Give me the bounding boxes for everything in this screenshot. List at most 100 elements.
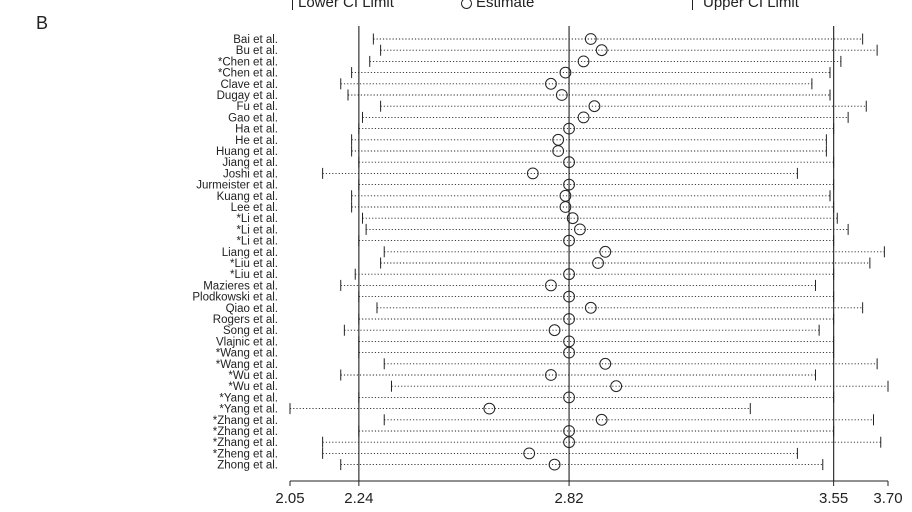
legend-estimate-circle-icon [461, 0, 472, 9]
study-row: Zhong et al. [217, 458, 824, 472]
study-row: Kuang et al. [217, 189, 831, 203]
legend-upper-label: Upper CI Limit [703, 0, 799, 11]
study-label: Bai et al. [233, 34, 278, 46]
x-tick-label: 3.70 [873, 490, 902, 507]
study-label: Jiang et al. [222, 157, 278, 169]
reference-lines [358, 26, 835, 481]
estimate-marker [563, 178, 575, 191]
study-label: *Zhang et al. [213, 426, 278, 438]
study-label: *Yang et al. [219, 392, 278, 404]
legend-upper-bar-icon [692, 0, 693, 10]
estimate-marker [555, 89, 568, 101]
study-row: Lee et al. [231, 201, 835, 214]
estimate-marker [563, 156, 575, 169]
estimate-marker [563, 391, 575, 404]
study-label: Kuang et al. [217, 191, 278, 203]
study-row: Bai et al. [233, 33, 864, 46]
study-row: *Wang et al. [216, 357, 878, 371]
legend-lower-bar-icon [292, 0, 293, 10]
study-label: *Chen et al. [218, 56, 278, 68]
study-label: Jurmeister et al. [196, 180, 278, 192]
estimate-marker [574, 223, 586, 236]
study-label: He et al. [235, 135, 278, 147]
study-label: *Liu et al. [230, 258, 278, 270]
estimate-marker [545, 279, 557, 292]
estimate-marker [552, 145, 565, 157]
estimate-marker [599, 245, 612, 258]
estimate-marker [595, 413, 608, 426]
estimate-marker [595, 44, 608, 57]
study-row: Bu et al. [236, 44, 878, 57]
study-row: *Li et al. [236, 212, 838, 225]
study-label: Plodkowski et al. [192, 292, 278, 304]
study-row: Mazieres et al. [203, 279, 817, 292]
estimate-marker [559, 201, 572, 213]
study-row: *Liu et al. [230, 257, 871, 270]
study-row: *Zhang et al. [213, 436, 882, 449]
legend-estimate-label: Estimate [476, 0, 535, 11]
study-label: *Li et al. [236, 213, 278, 225]
estimate-marker [483, 402, 496, 415]
estimate-marker [526, 167, 539, 180]
study-row: Joshi et al. [223, 167, 798, 180]
study-label: Gao et al. [228, 112, 278, 124]
study-label: Lee et al. [231, 202, 278, 214]
study-rows: Bai et al.Bu et al.*Chen et al.*Chen et … [192, 33, 889, 472]
study-label: Dugay et al. [217, 90, 278, 102]
study-row: *Zheng et al. [213, 447, 798, 460]
study-row: Vlajnic et al. [216, 335, 835, 348]
study-label: Mazieres et al. [203, 280, 278, 292]
study-row: *Chen et al. [218, 55, 842, 68]
estimate-marker [566, 212, 579, 225]
estimate-marker [563, 268, 575, 281]
estimate-marker [523, 447, 536, 460]
study-row: Clave et al. [220, 77, 813, 91]
study-label: Fu et al. [236, 101, 278, 113]
study-label: Clave et al. [220, 79, 278, 91]
study-row: *Wang et al. [216, 346, 835, 360]
estimate-marker [545, 77, 557, 90]
estimate-marker [592, 257, 604, 269]
study-row: *Yang et al. [219, 391, 835, 404]
study-label: *Wang et al. [216, 348, 278, 360]
study-label: Ha et al. [235, 124, 278, 136]
study-row: *Chen et al. [218, 66, 831, 80]
estimate-marker [599, 357, 612, 370]
estimate-marker [563, 122, 575, 135]
x-tick-label: 2.24 [344, 490, 373, 507]
study-row: *Zhang et al. [213, 413, 875, 427]
study-row: Dugay et al. [217, 89, 831, 102]
estimate-marker [584, 33, 597, 45]
study-label: Vlajnic et al. [216, 336, 278, 348]
estimate-marker [577, 55, 590, 68]
estimate-marker [548, 324, 561, 337]
study-label: *Wu et al. [228, 370, 278, 382]
estimate-marker [545, 369, 557, 381]
estimate-marker [577, 111, 590, 124]
estimate-marker [563, 436, 575, 449]
study-label: *Liu et al. [230, 269, 278, 281]
study-label: Bu et al. [236, 45, 278, 57]
estimate-marker [552, 133, 565, 146]
study-label: Zhong et al. [217, 460, 278, 472]
study-row: *Wu et al. [228, 380, 889, 393]
legend-lower-label: Lower CI Limit [298, 0, 394, 11]
x-tick-label: 3.55 [819, 490, 848, 507]
study-row: Huang et al. [216, 145, 827, 158]
estimate-marker [610, 380, 623, 393]
estimate-marker [584, 301, 597, 314]
study-row: Liang et al. [222, 245, 885, 259]
study-row: *Zhang et al. [213, 425, 835, 438]
estimate-marker [563, 346, 575, 359]
study-label: Liang et al. [222, 247, 278, 259]
study-label: *Li et al. [236, 236, 278, 248]
study-label: *Wu et al. [228, 381, 278, 393]
study-label: *Li et al. [236, 224, 278, 236]
estimate-marker [559, 66, 572, 79]
study-row: *Li et al. [236, 223, 849, 236]
study-label: Qiao et al. [226, 303, 278, 315]
study-label: Huang et al. [216, 146, 278, 158]
study-row: *Wu et al. [228, 369, 817, 382]
estimate-marker [563, 290, 575, 303]
